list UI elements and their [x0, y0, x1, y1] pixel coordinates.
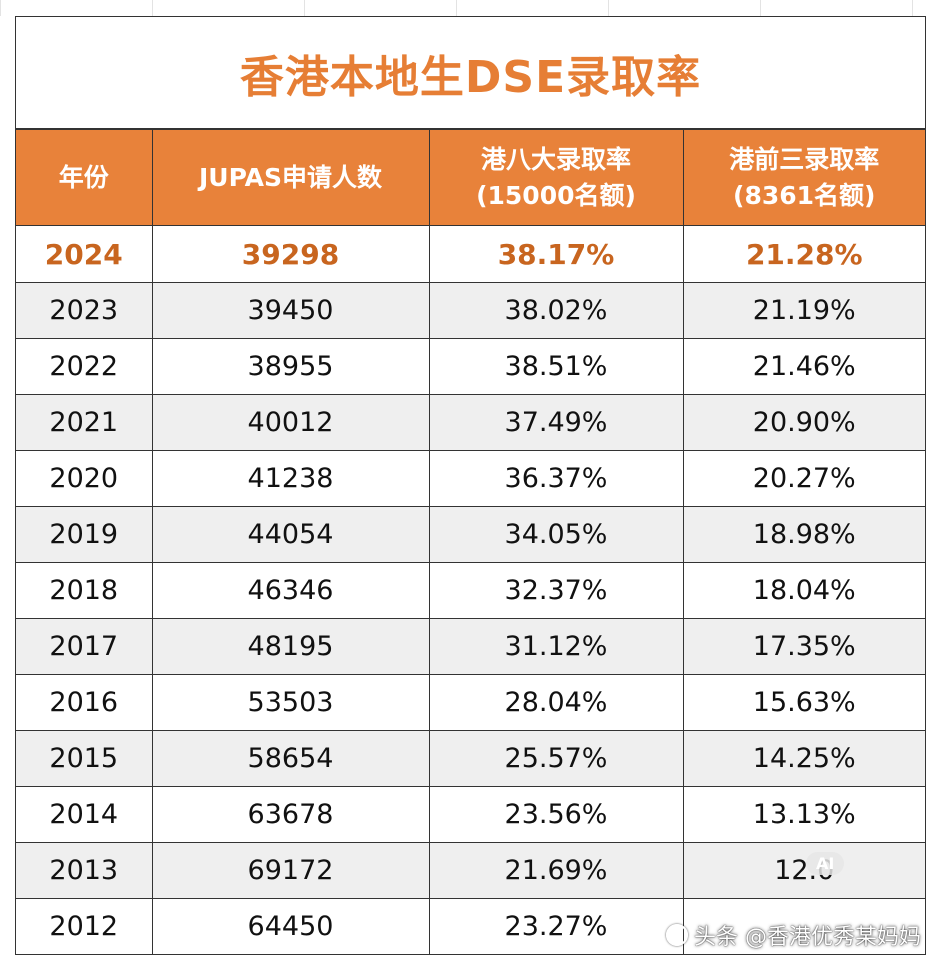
top3-rate-cell: 21.46%: [682, 338, 925, 395]
year-cell: 2016: [16, 674, 153, 731]
table-title-row: 香港本地生DSE录取率: [16, 17, 925, 129]
year-cell: 2013: [16, 842, 153, 899]
top3-rate-cell: 14.25%: [682, 730, 925, 787]
year-cell: 2023: [16, 282, 153, 339]
top8-rate-cell: 28.04%: [428, 674, 684, 731]
overlay-badge: AI: [806, 852, 845, 875]
spreadsheet-grid: [0, 0, 941, 16]
applicants-cell: 41238: [151, 450, 430, 507]
watermark-text: 头条 @香港优秀某妈妈: [694, 925, 921, 950]
table-row: 2020 41238 36.37% 20.27%: [16, 450, 925, 507]
table-row: 2015 58654 25.57% 14.25%: [16, 730, 925, 787]
top3-rate-cell: 18.04%: [682, 562, 925, 619]
table-row: 2017 48195 31.12% 17.35%: [16, 618, 925, 675]
table-row: 2023 39450 38.02% 21.19%: [16, 282, 925, 339]
top8-rate-cell: 38.17%: [428, 225, 684, 283]
top8-rate-cell: 37.49%: [428, 394, 684, 451]
top3-rate-cell: 12.0: [682, 842, 925, 899]
table-row: 2019 44054 34.05% 18.98%: [16, 506, 925, 563]
column-header-label: JUPAS申请人数: [199, 162, 382, 192]
column-header-label: 年份: [58, 162, 109, 192]
year-cell: 2024: [16, 225, 153, 283]
column-header-label: (8361名额): [733, 180, 876, 210]
top3-rate-cell: 17.35%: [682, 618, 925, 675]
column-header-label: 港八大录取率: [480, 144, 631, 174]
top3-rate-cell: 15.63%: [682, 674, 925, 731]
year-cell: 2020: [16, 450, 153, 507]
top8-rate-cell: 34.05%: [428, 506, 684, 563]
year-cell: 2015: [16, 730, 153, 787]
page-title: 香港本地生DSE录取率: [239, 51, 702, 103]
watermark: 头条 @香港优秀某妈妈: [666, 919, 921, 951]
table-row: 2016 53503 28.04% 15.63%: [16, 674, 925, 731]
year-cell: 2017: [16, 618, 153, 675]
year-cell: 2021: [16, 394, 153, 451]
top3-rate-cell: 20.90%: [682, 394, 925, 451]
table-row: 2014 63678 23.56% 13.13%: [16, 786, 925, 843]
column-header: JUPAS申请人数: [151, 129, 430, 226]
top3-rate-cell: 21.28%: [682, 225, 925, 283]
applicants-cell: 38955: [151, 338, 430, 395]
top3-rate-cell: [682, 898, 925, 955]
top3-rate-cell: 20.27%: [682, 450, 925, 507]
applicants-cell: 64450: [151, 898, 430, 955]
column-header: 港八大录取率 (15000名额): [428, 129, 684, 226]
top3-rate-cell: 21.19%: [682, 282, 925, 339]
applicants-cell: 39450: [151, 282, 430, 339]
year-cell: 2014: [16, 786, 153, 843]
column-header-label: (15000名额): [476, 180, 636, 210]
applicants-cell: 53503: [151, 674, 430, 731]
header-row: 年份 JUPAS申请人数 港八大录取率 (15000名额) 港前三录取率 (8361名额): [16, 129, 925, 226]
top8-rate-cell: 31.12%: [428, 618, 684, 675]
top8-rate-cell: 23.56%: [428, 786, 684, 843]
applicants-cell: 69172: [151, 842, 430, 899]
logo-icon: [666, 924, 688, 946]
column-header-label: 港前三录取率: [729, 144, 880, 174]
table-row: 2024 39298 38.17% 21.28%: [16, 225, 925, 283]
table-body: 2024 39298 38.17% 21.28% 2023 39450 38.02% 21.1…: [16, 225, 925, 955]
top8-rate-cell: 38.02%: [428, 282, 684, 339]
table-row: 2022 38955 38.51% 21.46%: [16, 338, 925, 395]
table-row: 2013 69172 21.69% 12.0: [16, 842, 925, 899]
applicants-cell: 44054: [151, 506, 430, 563]
data-table: 年份 JUPAS申请人数 港八大录取率 (15000名额) 港前三录取率 (8361名额)…: [16, 129, 925, 955]
year-cell: 2022: [16, 338, 153, 395]
applicants-cell: 39298: [151, 225, 430, 283]
top8-rate-cell: 23.27%: [428, 898, 684, 955]
top8-rate-cell: 25.57%: [428, 730, 684, 787]
table-row: 2018 46346 32.37% 18.04%: [16, 562, 925, 619]
admission-rate-table: 香港本地生DSE录取率 年份 JUPAS申请人数 港八大录取率 (15000名额) 港前…: [15, 16, 926, 955]
top3-rate-cell: 13.13%: [682, 786, 925, 843]
column-header: 年份: [16, 129, 153, 226]
top8-rate-cell: 36.37%: [428, 450, 684, 507]
top3-rate-cell: 18.98%: [682, 506, 925, 563]
applicants-cell: 63678: [151, 786, 430, 843]
top8-rate-cell: 32.37%: [428, 562, 684, 619]
table-row: 2012 64450 23.27%: [16, 898, 925, 955]
year-cell: 2018: [16, 562, 153, 619]
column-header: 港前三录取率 (8361名额): [682, 129, 925, 226]
top8-rate-cell: 21.69%: [428, 842, 684, 899]
year-cell: 2019: [16, 506, 153, 563]
year-cell: 2012: [16, 898, 153, 955]
table-row: 2021 40012 37.49% 20.90%: [16, 394, 925, 451]
applicants-cell: 48195: [151, 618, 430, 675]
top8-rate-cell: 38.51%: [428, 338, 684, 395]
applicants-cell: 40012: [151, 394, 430, 451]
applicants-cell: 46346: [151, 562, 430, 619]
applicants-cell: 58654: [151, 730, 430, 787]
